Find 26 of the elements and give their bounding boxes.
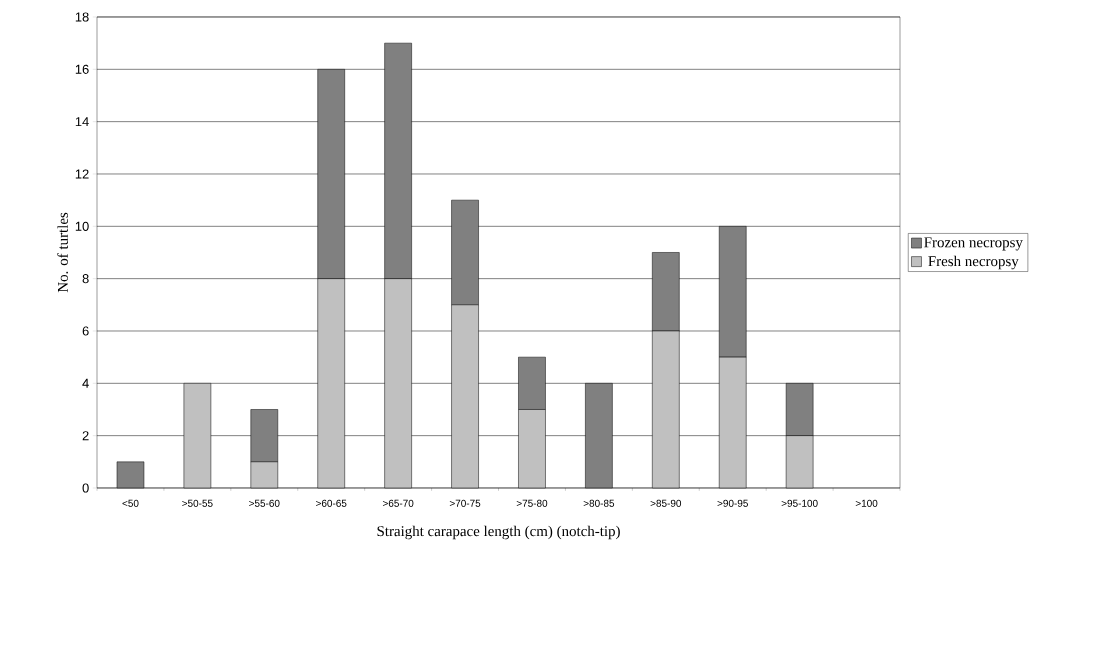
y-tick-label: 12 — [75, 169, 89, 179]
y-tick-label: 0 — [82, 483, 89, 493]
y-tick-label: 8 — [82, 274, 89, 284]
x-tick-label: >80-85 — [583, 499, 615, 507]
x-tick-label: >90-95 — [717, 499, 748, 507]
x-axis-title: Straight carapace length (cm) (notch-tip) — [377, 525, 620, 540]
legend-label: Fresh necropsy — [928, 255, 1019, 270]
x-tick-label: >65-70 — [382, 499, 414, 507]
y-axis-title: No. of turtles — [57, 212, 68, 293]
y-tick-label: 18 — [75, 12, 89, 22]
x-tick-label: >50-55 — [182, 499, 213, 507]
x-tick-label: >60-65 — [316, 499, 347, 507]
y-tick-label: 16 — [75, 64, 89, 74]
y-tick-label: 10 — [75, 221, 89, 231]
x-tick-label: >55-60 — [249, 499, 280, 507]
x-tick-label: >85-90 — [650, 499, 682, 507]
legend-label: Frozen necropsy — [924, 237, 1023, 251]
x-tick-label: >70-75 — [449, 499, 481, 507]
y-tick-label: 2 — [82, 431, 89, 441]
y-tick-label: 6 — [82, 326, 89, 336]
x-tick-label: >100 — [855, 499, 878, 507]
y-tick-label: 14 — [75, 117, 89, 127]
x-tick-label: <50 — [122, 499, 139, 507]
y-tick-label: 4 — [82, 378, 89, 388]
x-tick-label: >75-80 — [516, 499, 548, 507]
x-tick-label: >95-100 — [781, 499, 818, 507]
